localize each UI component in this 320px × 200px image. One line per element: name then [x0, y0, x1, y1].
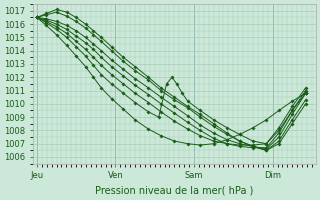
X-axis label: Pression niveau de la mer( hPa ): Pression niveau de la mer( hPa ) [95, 186, 253, 196]
